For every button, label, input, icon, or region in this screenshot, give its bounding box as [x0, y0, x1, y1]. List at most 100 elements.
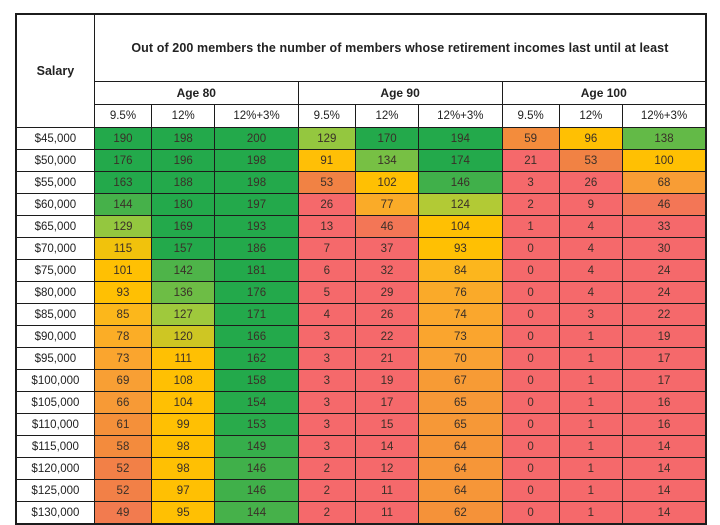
retirement-income-table: Salary Out of 200 members the number of … [15, 13, 707, 525]
heatmap-value-cell: 0 [501, 391, 560, 414]
heatmap-value-cell: 153 [214, 413, 299, 436]
heatmap-value-cell: 0 [501, 435, 560, 458]
heatmap-value-cell: 100 [622, 149, 707, 172]
heatmap-value-cell: 176 [214, 281, 299, 304]
heatmap-value-cell: 158 [214, 369, 299, 392]
heatmap-value-cell: 163 [93, 171, 153, 194]
heatmap-value-cell: 61 [93, 413, 153, 436]
heatmap-value-cell: 197 [214, 193, 299, 216]
heatmap-value-cell: 176 [93, 149, 153, 172]
heatmap-value-cell: 30 [622, 237, 707, 260]
heatmap-value-cell: 144 [214, 501, 299, 525]
heatmap-value-cell: 162 [214, 347, 299, 370]
salary-row-label: $115,000 [15, 435, 95, 458]
heatmap-value-cell: 11 [354, 501, 420, 525]
heatmap-value-cell: 1 [558, 369, 624, 392]
table-row: $65,000 129 169 193 13 46 104 1 4 33 [15, 215, 707, 238]
age-group-row: Age 80 Age 90 Age 100 [16, 81, 707, 105]
table-row: $60,000 144 180 197 26 77 124 2 9 46 [15, 193, 707, 216]
heatmap-value-cell: 3 [297, 325, 356, 348]
table-row: $80,000 93 136 176 5 29 76 0 4 24 [15, 281, 707, 304]
heatmap-value-cell: 3 [558, 303, 624, 326]
heatmap-value-cell: 12 [354, 457, 420, 480]
heatmap-value-cell: 4 [558, 215, 624, 238]
heatmap-value-cell: 17 [622, 369, 707, 392]
heatmap-value-cell: 33 [622, 215, 707, 238]
heatmap-value-cell: 5 [297, 281, 356, 304]
heatmap-value-cell: 0 [501, 457, 560, 480]
salary-row-label: $45,000 [15, 127, 95, 150]
heatmap-value-cell: 3 [297, 369, 356, 392]
heatmap-value-cell: 1 [501, 215, 560, 238]
heatmap-value-cell: 99 [151, 413, 216, 436]
table-row: $45,000 190 198 200 129 170 194 59 96 138 [15, 127, 707, 150]
heatmap-value-cell: 0 [501, 281, 560, 304]
table-row: $125,000 52 97 146 2 11 64 0 1 14 [15, 479, 707, 502]
heatmap-value-cell: 84 [418, 259, 503, 282]
table-row: $55,000 163 188 198 53 102 146 3 26 68 [15, 171, 707, 194]
heatmap-value-cell: 53 [297, 171, 356, 194]
heatmap-value-cell: 19 [354, 369, 420, 392]
heatmap-value-cell: 188 [151, 171, 216, 194]
heatmap-value-cell: 190 [93, 127, 153, 150]
heatmap-value-cell: 11 [354, 479, 420, 502]
heatmap-value-cell: 37 [354, 237, 420, 260]
rate-header: 9.5% [297, 104, 356, 128]
table-row: $130,000 49 95 144 2 11 62 0 1 14 [15, 501, 707, 525]
salary-row-label: $55,000 [15, 171, 95, 194]
heatmap-value-cell: 124 [418, 193, 503, 216]
heatmap-value-cell: 2 [501, 193, 560, 216]
heatmap-value-cell: 77 [354, 193, 420, 216]
heatmap-value-cell: 13 [297, 215, 356, 238]
table-row: $115,000 58 98 149 3 14 64 0 1 14 [15, 435, 707, 458]
rate-header: 12%+3% [418, 104, 503, 128]
rate-header-row: 9.5% 12% 12%+3% 9.5% 12% 12%+3% 9.5% 12%… [16, 104, 707, 128]
rate-header: 9.5% [501, 104, 560, 128]
heatmap-value-cell: 21 [354, 347, 420, 370]
heatmap-value-cell: 171 [214, 303, 299, 326]
heatmap-value-cell: 181 [214, 259, 299, 282]
heatmap-value-cell: 129 [93, 215, 153, 238]
heatmap-value-cell: 46 [622, 193, 707, 216]
heatmap-value-cell: 24 [622, 281, 707, 304]
heatmap-value-cell: 3 [297, 347, 356, 370]
heatmap-value-cell: 166 [214, 325, 299, 348]
heatmap-value-cell: 1 [558, 435, 624, 458]
heatmap-value-cell: 0 [501, 501, 560, 525]
salary-row-label: $105,000 [15, 391, 95, 414]
heatmap-value-cell: 85 [93, 303, 153, 326]
table-title: Out of 200 members the number of members… [93, 13, 707, 82]
heatmap-value-cell: 9 [558, 193, 624, 216]
heatmap-value-cell: 193 [214, 215, 299, 238]
heatmap-value-cell: 134 [354, 149, 420, 172]
heatmap-value-cell: 1 [558, 501, 624, 525]
heatmap-value-cell: 19 [622, 325, 707, 348]
heatmap-value-cell: 7 [297, 237, 356, 260]
table-row: $50,000 176 196 198 91 134 174 21 53 100 [15, 149, 707, 172]
heatmap-value-cell: 6 [297, 259, 356, 282]
heatmap-value-cell: 170 [354, 127, 420, 150]
heatmap-value-cell: 16 [622, 391, 707, 414]
heatmap-value-cell: 4 [558, 281, 624, 304]
heatmap-value-cell: 29 [354, 281, 420, 304]
table-header: Salary Out of 200 members the number of … [15, 13, 707, 128]
heatmap-value-cell: 14 [622, 479, 707, 502]
heatmap-value-cell: 64 [418, 457, 503, 480]
heatmap-value-cell: 21 [501, 149, 560, 172]
heatmap-value-cell: 73 [418, 325, 503, 348]
heatmap-value-cell: 59 [501, 127, 560, 150]
heatmap-value-cell: 1 [558, 391, 624, 414]
title-row: Salary Out of 200 members the number of … [15, 13, 707, 128]
heatmap-value-cell: 154 [214, 391, 299, 414]
heatmap-value-cell: 0 [501, 413, 560, 436]
heatmap-value-cell: 95 [151, 501, 216, 525]
salary-row-label: $85,000 [15, 303, 95, 326]
heatmap-value-cell: 15 [354, 413, 420, 436]
table-row: $120,000 52 98 146 2 12 64 0 1 14 [15, 457, 707, 480]
heatmap-value-cell: 26 [558, 171, 624, 194]
salary-row-label: $120,000 [15, 457, 95, 480]
salary-row-label: $100,000 [15, 369, 95, 392]
heatmap-value-cell: 1 [558, 479, 624, 502]
heatmap-value-cell: 157 [151, 237, 216, 260]
heatmap-value-cell: 104 [418, 215, 503, 238]
